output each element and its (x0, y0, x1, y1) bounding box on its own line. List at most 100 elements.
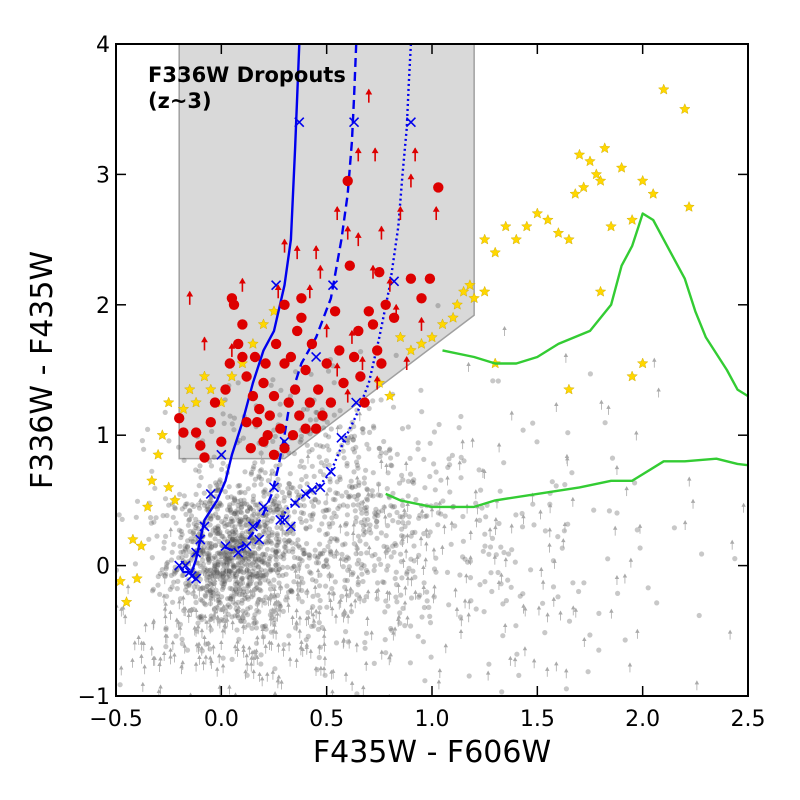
field-galaxy-point (397, 514, 403, 520)
field-galaxy-point (476, 467, 482, 473)
dropout-point (199, 452, 210, 463)
dropout-point (220, 384, 231, 395)
field-limit-arrow (365, 615, 370, 626)
field-limit-arrow (741, 502, 746, 513)
field-galaxy-point (422, 485, 428, 491)
field-galaxy-point (274, 493, 280, 499)
field-limit-arrow (326, 590, 332, 601)
field-galaxy-point (226, 522, 232, 528)
field-galaxy-point (377, 453, 383, 460)
field-limit-arrow (344, 592, 349, 603)
star-point (141, 500, 154, 512)
field-galaxy-point (259, 623, 266, 630)
field-limit-arrow (248, 588, 253, 599)
field-galaxy-point (261, 560, 267, 566)
field-limit-arrow (652, 357, 657, 368)
field-galaxy-point (236, 521, 242, 527)
field-galaxy-point (501, 460, 507, 466)
field-limit-arrow (346, 638, 352, 649)
field-galaxy-point (563, 686, 570, 692)
field-galaxy-point (237, 482, 243, 489)
field-galaxy-point (420, 639, 426, 645)
dropout-point (433, 182, 444, 193)
field-galaxy-point (229, 558, 235, 564)
field-galaxy-point (163, 625, 169, 631)
field-galaxy-point (238, 505, 244, 511)
field-galaxy-point (273, 553, 279, 560)
field-galaxy-point (424, 513, 430, 519)
field-galaxy-point (117, 682, 123, 688)
field-limit-arrow (272, 691, 278, 696)
field-galaxy-point (291, 554, 298, 561)
field-galaxy-point (355, 492, 361, 498)
field-galaxy-point (222, 523, 228, 530)
star-point (405, 344, 417, 356)
field-galaxy-point (334, 536, 340, 542)
field-galaxy-point (297, 484, 303, 490)
field-galaxy-point (234, 540, 240, 546)
star-point (636, 174, 649, 186)
field-galaxy-point (223, 553, 229, 559)
field-galaxy-point (220, 655, 226, 661)
dropout-point (237, 319, 248, 330)
field-galaxy-point (239, 517, 245, 523)
field-galaxy-point (274, 542, 280, 548)
field-limit-arrow (391, 630, 396, 641)
field-limit-arrow (259, 676, 265, 687)
field-galaxy-point (183, 553, 189, 559)
field-galaxy-point (215, 515, 221, 521)
field-galaxy-point (388, 554, 394, 560)
field-galaxy-point (205, 589, 211, 595)
field-galaxy-point (360, 523, 367, 529)
field-limit-arrow (217, 618, 223, 629)
field-galaxy-point (298, 433, 304, 439)
field-galaxy-point (399, 533, 405, 539)
field-galaxy-point (246, 559, 252, 565)
field-galaxy-point (367, 429, 373, 435)
field-limit-arrow (193, 661, 199, 672)
field-galaxy-point (323, 558, 329, 564)
field-galaxy-point (276, 500, 282, 506)
field-galaxy-point (116, 512, 122, 518)
field-galaxy-point (176, 555, 182, 561)
field-galaxy-point (555, 594, 561, 600)
field-galaxy-point (297, 544, 303, 550)
field-galaxy-point (187, 528, 193, 535)
field-limit-arrow (215, 603, 220, 614)
field-galaxy-point (370, 398, 376, 404)
field-galaxy-point (200, 585, 206, 591)
field-limit-arrow (260, 626, 265, 637)
field-limit-arrow (270, 669, 276, 680)
field-galaxy-point (298, 509, 305, 516)
field-limit-arrow (211, 613, 217, 624)
field-galaxy-point (182, 547, 188, 554)
field-galaxy-point (215, 523, 221, 529)
field-galaxy-point (163, 564, 169, 570)
field-galaxy-point (311, 473, 317, 479)
field-galaxy-point (394, 599, 400, 605)
field-galaxy-point (248, 471, 254, 477)
field-limit-arrow (197, 654, 202, 665)
field-galaxy-point (364, 497, 371, 503)
field-galaxy-point (307, 740, 312, 745)
field-galaxy-point (427, 613, 433, 620)
field-galaxy-point (356, 557, 362, 563)
field-galaxy-point (296, 595, 302, 601)
field-galaxy-point (255, 553, 261, 559)
dropout-limit-arrow (418, 316, 425, 331)
field-galaxy-point (373, 506, 379, 512)
field-galaxy-point (173, 569, 179, 575)
field-limit-arrow (269, 640, 274, 651)
field-galaxy-point (313, 417, 319, 423)
dropout-limit-arrow (354, 232, 362, 247)
field-galaxy-point (602, 420, 608, 426)
field-limit-arrow (582, 636, 587, 647)
field-galaxy-point (266, 533, 272, 540)
field-galaxy-point (248, 551, 254, 557)
star-point (451, 298, 463, 310)
field-galaxy-point (196, 468, 202, 474)
field-galaxy-point (329, 515, 335, 521)
field-galaxy-point (215, 591, 221, 597)
field-galaxy-point (215, 484, 221, 490)
field-galaxy-point (358, 519, 364, 526)
